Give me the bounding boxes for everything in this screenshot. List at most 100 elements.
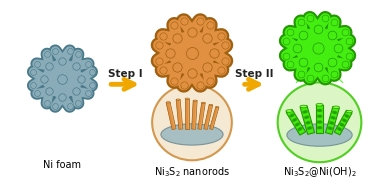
- Ellipse shape: [316, 103, 323, 106]
- Circle shape: [330, 128, 333, 130]
- Ellipse shape: [201, 102, 205, 103]
- Circle shape: [308, 127, 311, 129]
- Circle shape: [340, 123, 342, 125]
- Circle shape: [310, 127, 312, 129]
- Circle shape: [297, 123, 299, 125]
- Polygon shape: [300, 106, 314, 134]
- Polygon shape: [204, 105, 213, 129]
- Circle shape: [295, 124, 297, 126]
- Circle shape: [347, 115, 349, 117]
- Circle shape: [306, 122, 308, 124]
- Circle shape: [320, 121, 322, 123]
- Circle shape: [339, 129, 342, 131]
- Text: Step I: Step I: [108, 69, 143, 79]
- Circle shape: [292, 114, 294, 116]
- Circle shape: [338, 128, 341, 130]
- Text: Step II: Step II: [234, 69, 273, 79]
- Circle shape: [305, 111, 307, 113]
- Circle shape: [333, 111, 336, 113]
- Circle shape: [319, 121, 321, 123]
- Text: Ni$_3$S$_2$ nanorods: Ni$_3$S$_2$ nanorods: [154, 165, 230, 179]
- Circle shape: [331, 116, 333, 118]
- Circle shape: [307, 122, 309, 124]
- Circle shape: [307, 116, 309, 118]
- Text: Ni$_3$S$_2$@Ni(OH)$_2$: Ni$_3$S$_2$@Ni(OH)$_2$: [283, 165, 356, 179]
- Circle shape: [341, 124, 343, 126]
- Ellipse shape: [286, 110, 293, 112]
- Polygon shape: [166, 102, 176, 130]
- Circle shape: [346, 115, 348, 117]
- Polygon shape: [169, 102, 176, 129]
- Ellipse shape: [346, 110, 352, 113]
- Circle shape: [152, 84, 232, 160]
- Ellipse shape: [193, 100, 197, 101]
- Circle shape: [303, 111, 305, 113]
- Circle shape: [342, 119, 344, 121]
- Circle shape: [329, 127, 331, 129]
- Circle shape: [329, 122, 332, 124]
- Polygon shape: [188, 99, 189, 129]
- Ellipse shape: [300, 105, 307, 108]
- Circle shape: [291, 115, 293, 117]
- Circle shape: [320, 110, 322, 111]
- Polygon shape: [179, 100, 183, 129]
- Circle shape: [295, 118, 297, 120]
- Circle shape: [307, 127, 309, 129]
- Circle shape: [300, 127, 302, 129]
- Circle shape: [319, 115, 321, 117]
- Ellipse shape: [287, 124, 352, 146]
- Circle shape: [338, 128, 339, 130]
- Ellipse shape: [185, 98, 189, 100]
- Polygon shape: [212, 107, 218, 129]
- Polygon shape: [316, 105, 323, 133]
- Circle shape: [320, 127, 322, 129]
- Polygon shape: [200, 103, 205, 129]
- Ellipse shape: [161, 124, 223, 145]
- Polygon shape: [192, 101, 197, 129]
- Text: Ni foam: Ni foam: [43, 160, 82, 170]
- Polygon shape: [206, 105, 212, 129]
- Circle shape: [298, 129, 300, 131]
- Circle shape: [304, 111, 306, 113]
- Polygon shape: [176, 99, 183, 129]
- Circle shape: [294, 119, 296, 121]
- Circle shape: [305, 116, 308, 118]
- Polygon shape: [286, 110, 306, 135]
- Ellipse shape: [176, 99, 180, 100]
- Circle shape: [293, 120, 294, 122]
- Circle shape: [319, 127, 321, 129]
- Polygon shape: [209, 107, 219, 130]
- Ellipse shape: [209, 104, 213, 106]
- Circle shape: [344, 120, 347, 122]
- Circle shape: [332, 122, 334, 124]
- Ellipse shape: [333, 106, 339, 109]
- Ellipse shape: [166, 102, 170, 103]
- Circle shape: [290, 115, 292, 117]
- Circle shape: [278, 82, 361, 162]
- Circle shape: [332, 111, 335, 113]
- Circle shape: [345, 114, 347, 116]
- Circle shape: [317, 110, 319, 111]
- Circle shape: [333, 117, 335, 119]
- Circle shape: [296, 123, 298, 125]
- Polygon shape: [185, 99, 189, 129]
- Circle shape: [317, 121, 319, 123]
- Circle shape: [319, 110, 321, 111]
- Circle shape: [331, 122, 333, 124]
- Polygon shape: [194, 101, 197, 129]
- Circle shape: [332, 117, 334, 119]
- Circle shape: [320, 115, 322, 117]
- Circle shape: [328, 127, 330, 129]
- Circle shape: [299, 128, 301, 130]
- Circle shape: [317, 127, 319, 129]
- Circle shape: [304, 117, 306, 119]
- Polygon shape: [198, 103, 205, 129]
- Polygon shape: [334, 110, 352, 135]
- Circle shape: [342, 124, 344, 126]
- Circle shape: [317, 115, 319, 117]
- Polygon shape: [325, 106, 339, 134]
- Circle shape: [343, 119, 345, 121]
- Ellipse shape: [216, 107, 219, 108]
- Circle shape: [308, 121, 310, 123]
- Circle shape: [335, 112, 337, 114]
